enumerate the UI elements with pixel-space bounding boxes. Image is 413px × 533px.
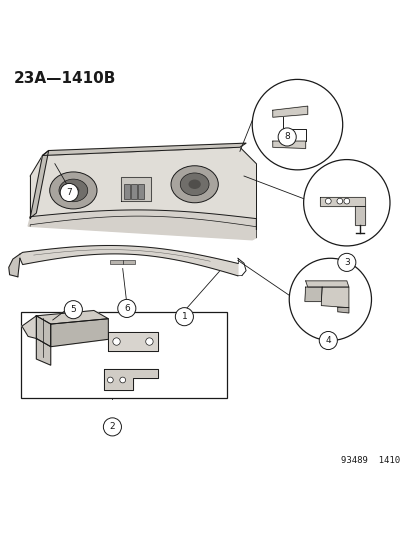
Circle shape bbox=[60, 183, 78, 201]
Text: 1: 1 bbox=[181, 312, 187, 321]
Polygon shape bbox=[51, 319, 108, 346]
Polygon shape bbox=[22, 316, 36, 338]
Text: 3: 3 bbox=[343, 258, 349, 267]
Polygon shape bbox=[272, 106, 307, 117]
Polygon shape bbox=[104, 369, 157, 390]
Circle shape bbox=[278, 128, 296, 146]
Bar bbox=[123, 184, 129, 199]
Bar bbox=[138, 184, 144, 199]
Text: 4: 4 bbox=[325, 336, 330, 345]
Polygon shape bbox=[320, 287, 348, 308]
Polygon shape bbox=[9, 254, 20, 277]
Ellipse shape bbox=[180, 173, 209, 196]
Circle shape bbox=[64, 301, 82, 319]
Ellipse shape bbox=[59, 179, 88, 201]
Bar bbox=[131, 184, 137, 199]
Ellipse shape bbox=[188, 180, 200, 189]
Text: 23A—1410B: 23A—1410B bbox=[14, 71, 116, 86]
Polygon shape bbox=[36, 338, 51, 365]
Circle shape bbox=[175, 308, 193, 326]
Circle shape bbox=[252, 79, 342, 170]
Text: 2: 2 bbox=[109, 422, 115, 431]
Circle shape bbox=[107, 377, 113, 383]
Polygon shape bbox=[120, 177, 151, 201]
Bar bbox=[122, 260, 135, 264]
Circle shape bbox=[303, 159, 389, 246]
Polygon shape bbox=[272, 141, 305, 149]
Circle shape bbox=[113, 338, 120, 345]
Text: 8: 8 bbox=[284, 133, 290, 141]
Circle shape bbox=[103, 418, 121, 436]
Polygon shape bbox=[354, 206, 364, 225]
Circle shape bbox=[117, 300, 135, 318]
Polygon shape bbox=[28, 210, 256, 240]
Text: 5: 5 bbox=[70, 305, 76, 314]
Text: 93489  1410: 93489 1410 bbox=[340, 456, 399, 465]
Polygon shape bbox=[20, 246, 237, 276]
Polygon shape bbox=[319, 197, 364, 206]
Ellipse shape bbox=[50, 172, 97, 209]
Polygon shape bbox=[43, 143, 245, 156]
Ellipse shape bbox=[67, 185, 79, 195]
Polygon shape bbox=[108, 332, 157, 351]
Text: 6: 6 bbox=[123, 304, 129, 313]
Polygon shape bbox=[337, 308, 348, 313]
Circle shape bbox=[325, 198, 330, 204]
Circle shape bbox=[119, 377, 125, 383]
Circle shape bbox=[337, 253, 355, 271]
Circle shape bbox=[343, 198, 349, 204]
Polygon shape bbox=[304, 287, 321, 302]
Polygon shape bbox=[30, 150, 49, 218]
Polygon shape bbox=[305, 281, 348, 287]
Circle shape bbox=[336, 198, 342, 204]
Ellipse shape bbox=[171, 166, 218, 203]
Polygon shape bbox=[36, 316, 51, 346]
Circle shape bbox=[145, 338, 153, 345]
Circle shape bbox=[318, 332, 337, 350]
Polygon shape bbox=[36, 311, 108, 324]
Polygon shape bbox=[30, 147, 256, 230]
Bar bbox=[21, 312, 226, 398]
Text: 7: 7 bbox=[66, 188, 72, 197]
Circle shape bbox=[289, 259, 370, 341]
Bar bbox=[110, 260, 122, 264]
